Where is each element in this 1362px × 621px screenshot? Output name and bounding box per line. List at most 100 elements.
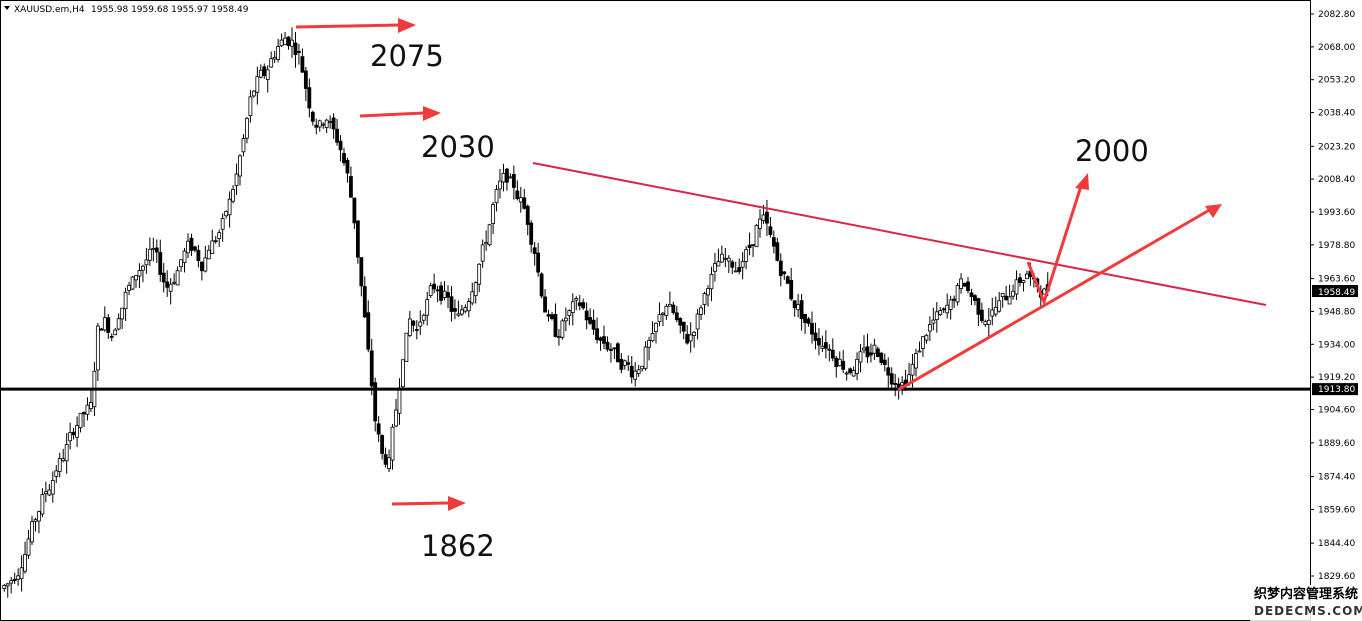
candle xyxy=(71,427,76,440)
candle xyxy=(976,297,981,327)
candle xyxy=(754,224,759,248)
candle xyxy=(865,333,870,364)
price-tick-label: 2053.20 xyxy=(1318,76,1355,86)
candle xyxy=(823,330,828,359)
candle xyxy=(435,285,440,303)
candle xyxy=(615,342,620,363)
candle xyxy=(782,271,787,280)
candle xyxy=(931,307,936,331)
candle xyxy=(855,352,859,381)
svg-text:织梦内容管理系统: 织梦内容管理系统 xyxy=(1254,586,1358,602)
candle xyxy=(498,169,502,199)
price-tick-label: 1889.60 xyxy=(1318,439,1355,449)
candle xyxy=(979,302,984,324)
candle xyxy=(702,291,707,315)
candle xyxy=(595,317,599,344)
candles xyxy=(2,27,1050,598)
candle xyxy=(310,110,315,126)
candle xyxy=(293,31,298,68)
header-symbol: XAUUSD.em,H4 xyxy=(14,5,85,15)
candle xyxy=(390,424,395,470)
candle xyxy=(570,293,575,326)
candle xyxy=(806,317,811,327)
candle xyxy=(921,336,925,357)
candle xyxy=(5,582,10,598)
candle xyxy=(688,322,693,353)
candle xyxy=(279,33,284,48)
candle xyxy=(955,282,960,306)
candle xyxy=(120,307,125,329)
candle xyxy=(993,296,998,317)
candle xyxy=(321,122,326,129)
candle xyxy=(331,113,336,139)
label-1862: 1862 xyxy=(421,529,495,563)
candle xyxy=(411,319,416,332)
candle xyxy=(404,332,409,362)
candle xyxy=(792,300,797,317)
candle xyxy=(1014,270,1019,300)
candle xyxy=(543,289,547,313)
candle xyxy=(969,288,974,306)
candle xyxy=(612,347,617,360)
candle xyxy=(463,304,468,314)
candle xyxy=(532,242,537,266)
candle xyxy=(664,303,669,321)
candle xyxy=(106,314,111,340)
candle xyxy=(654,322,658,344)
candle xyxy=(480,239,485,268)
candle xyxy=(1021,279,1026,292)
candle xyxy=(89,390,93,413)
price-tick-label: 2038.40 xyxy=(1318,109,1355,119)
candle xyxy=(692,330,697,348)
candle xyxy=(751,244,755,257)
price-tick-label: 2082.80 xyxy=(1318,10,1355,20)
candle xyxy=(99,327,104,331)
candle xyxy=(141,264,145,283)
candle xyxy=(359,257,364,297)
candle xyxy=(355,220,360,264)
candle xyxy=(154,239,159,264)
price-tick-label: 2023.20 xyxy=(1318,142,1355,152)
header-dropdown-icon[interactable] xyxy=(4,6,10,10)
svg-text:DEDECMS.COM: DEDECMS.COM xyxy=(1254,604,1362,618)
candle xyxy=(85,397,90,421)
candle xyxy=(640,365,645,372)
candle xyxy=(446,285,450,309)
rising-trendline-arrow[interactable] xyxy=(897,206,1214,392)
candle xyxy=(567,309,572,326)
candle xyxy=(362,276,367,318)
candle xyxy=(1004,285,1009,301)
candle xyxy=(238,154,242,186)
candle xyxy=(196,244,201,268)
candle xyxy=(636,364,641,377)
price-tick-label: 1993.60 xyxy=(1318,208,1355,218)
candle xyxy=(342,147,346,166)
candle xyxy=(505,167,509,191)
candle xyxy=(536,242,541,277)
candle xyxy=(511,165,516,200)
price-tick-label: 1934.00 xyxy=(1318,340,1355,350)
candle xyxy=(328,115,333,129)
candle xyxy=(633,362,638,387)
candle xyxy=(584,302,589,330)
price-tick-label: 1904.60 xyxy=(1318,406,1355,416)
arrow-1862 xyxy=(391,496,466,511)
candle xyxy=(16,568,21,586)
resistance-trendline[interactable] xyxy=(532,162,1267,306)
candle xyxy=(290,27,294,58)
candle xyxy=(494,184,499,212)
candle xyxy=(1000,292,1005,308)
candle xyxy=(466,297,471,318)
candle xyxy=(678,317,683,334)
price-tick-label: 1859.60 xyxy=(1318,505,1355,515)
candle xyxy=(224,210,229,219)
candle xyxy=(262,63,267,79)
candle xyxy=(369,338,374,396)
candle xyxy=(900,376,905,395)
candle xyxy=(484,230,489,251)
candle xyxy=(231,185,235,204)
support-price-tag: 1913.80 xyxy=(1312,383,1358,396)
projection-path[interactable] xyxy=(1026,182,1084,307)
candle xyxy=(681,321,686,340)
